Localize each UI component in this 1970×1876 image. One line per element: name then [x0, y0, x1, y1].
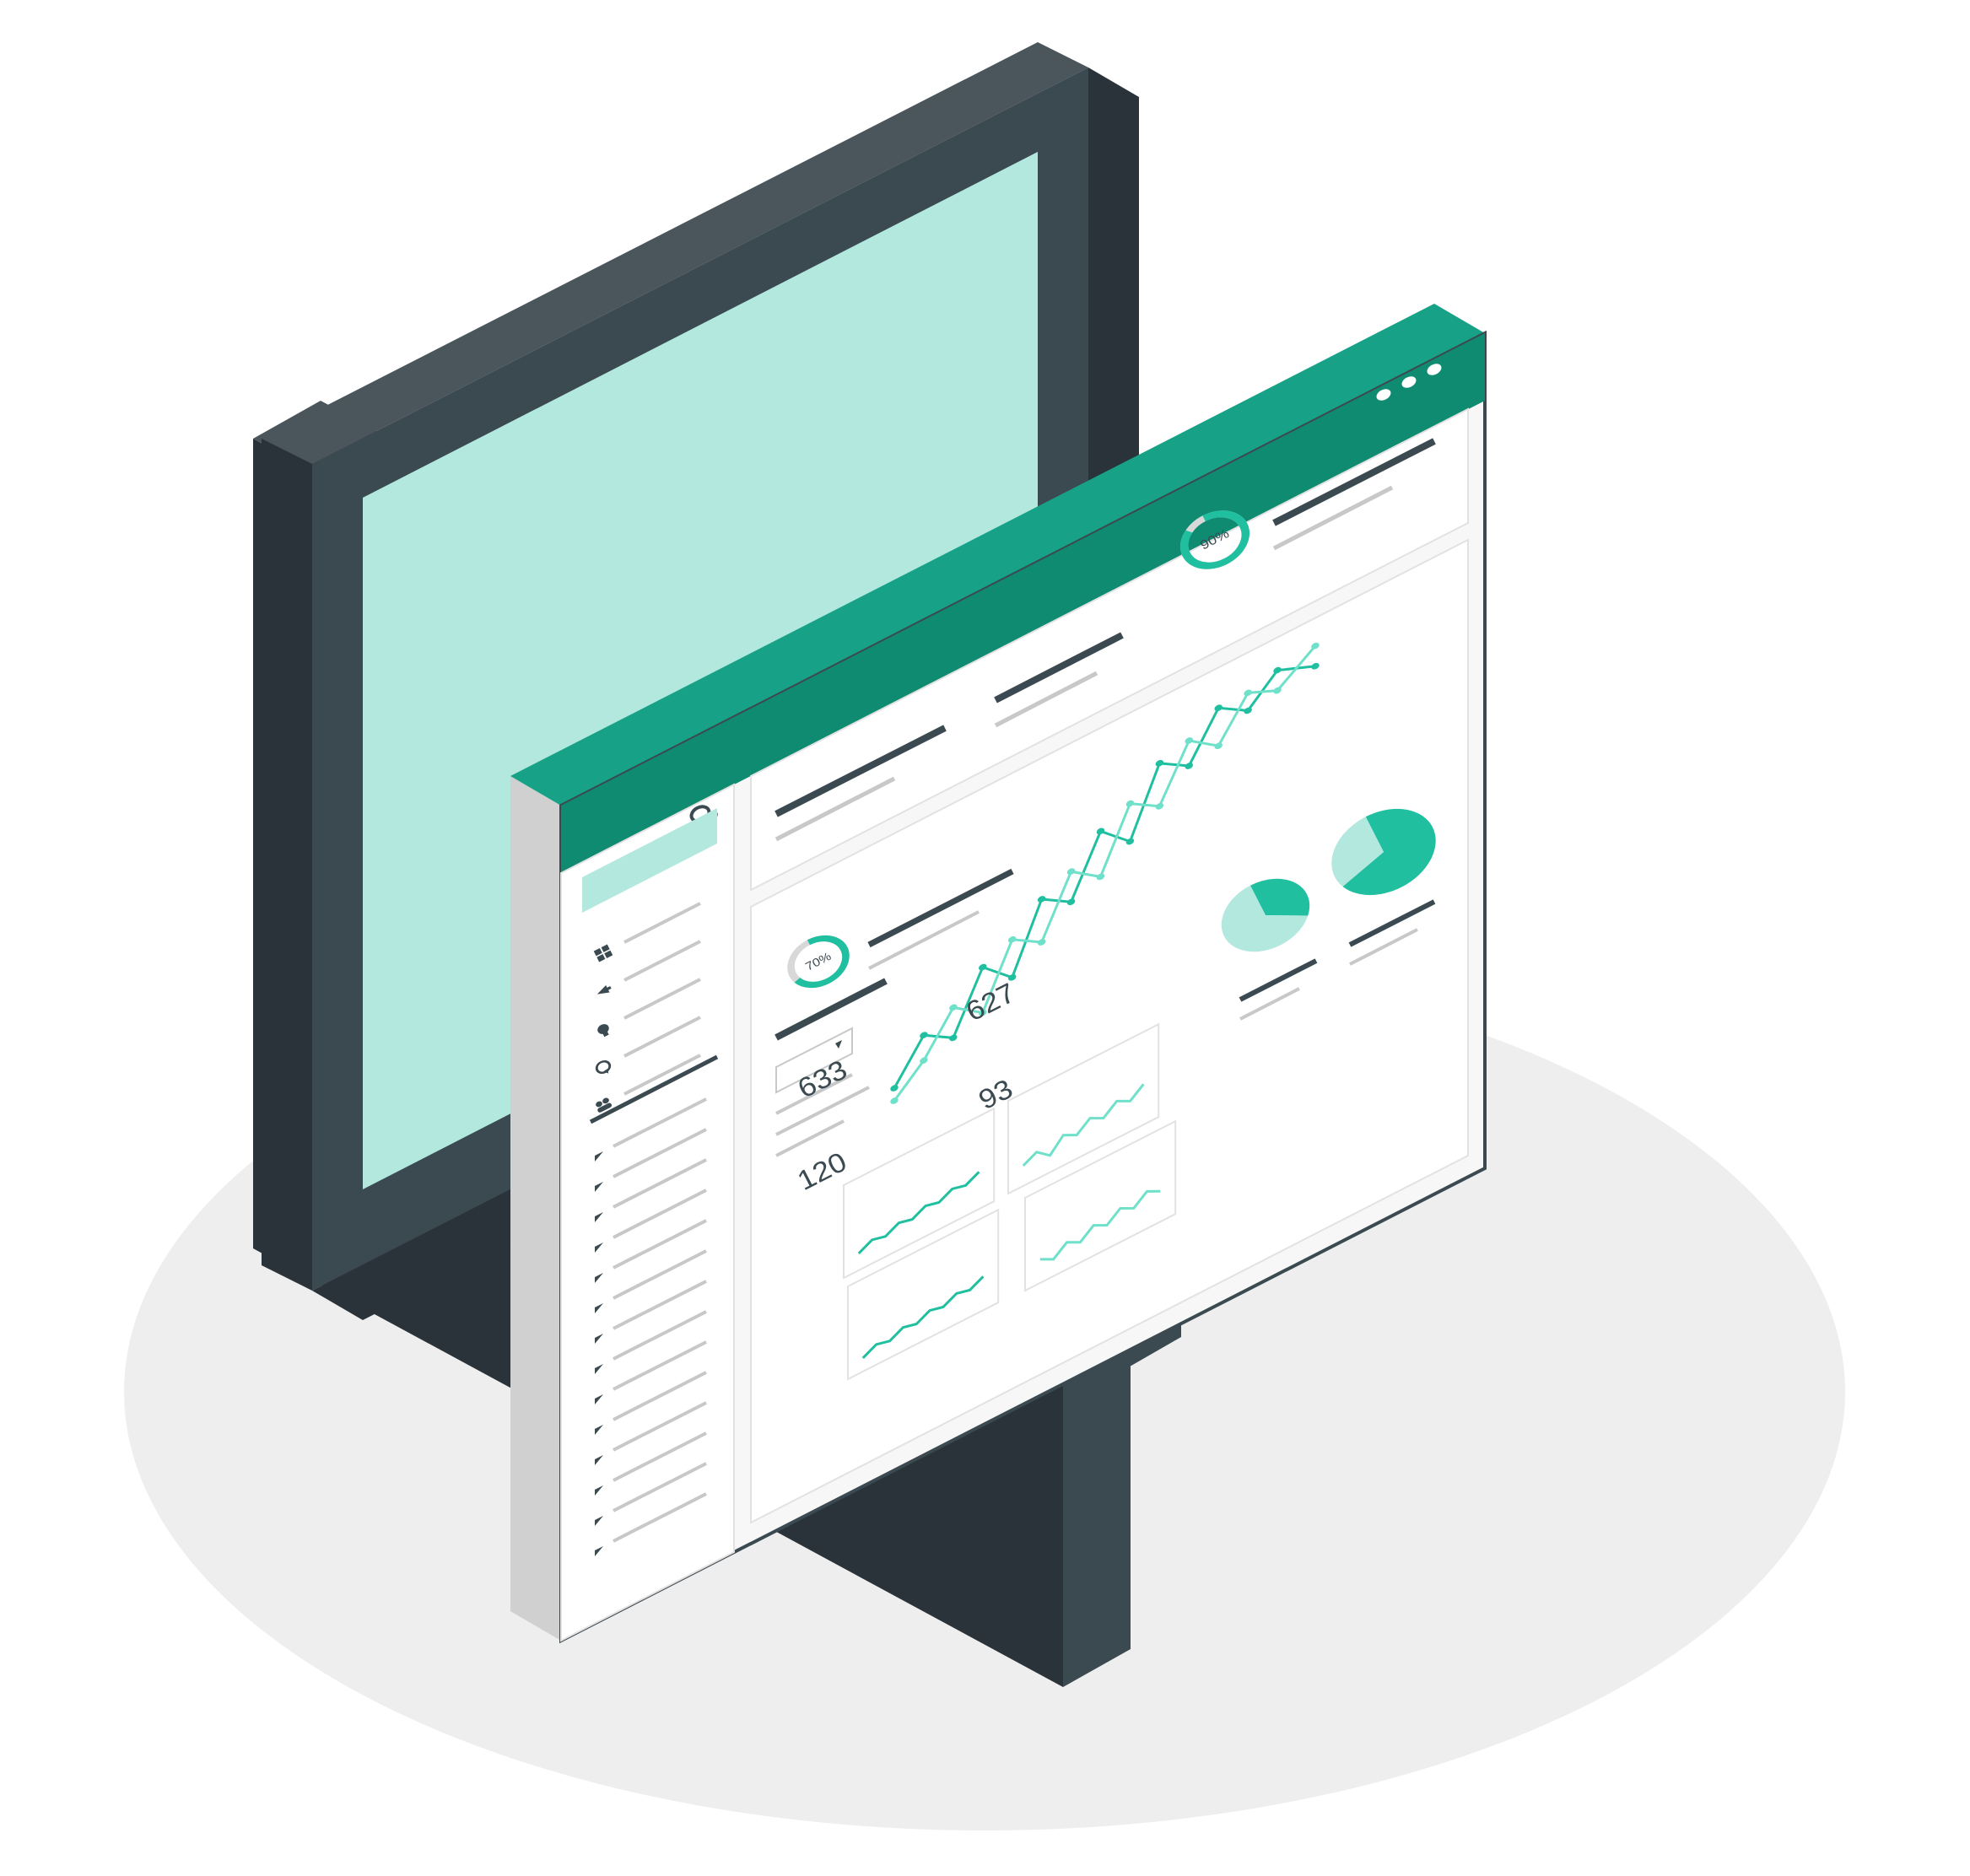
sidebar [561, 784, 734, 1641]
